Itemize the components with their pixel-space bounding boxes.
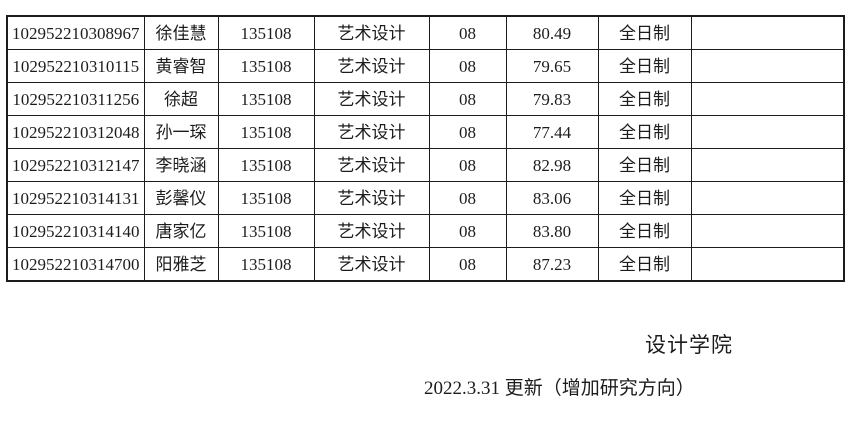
cell-candidate-id: 102952210312147 — [6, 148, 145, 182]
cell-study-type: 全日制 — [597, 247, 692, 282]
cell-study-type: 全日制 — [597, 181, 692, 215]
cell-candidate-id: 102952210314140 — [6, 214, 145, 248]
cell-major-name: 艺术设计 — [313, 115, 430, 149]
cell-candidate-id: 102952210312048 — [6, 115, 145, 149]
admission-results-table: 102952210308967 徐佳慧 135108 艺术设计 08 80.49 全日制 10… — [6, 15, 845, 282]
cell-score: 77.44 — [505, 115, 599, 149]
cell-remark — [690, 15, 845, 50]
cell-score: 83.06 — [505, 181, 599, 215]
table-row: 102952210310115 黄睿智 135108 艺术设计 08 79.65 全日制 — [6, 49, 845, 83]
cell-major-code: 135108 — [217, 82, 315, 116]
cell-direction: 08 — [428, 49, 507, 83]
cell-major-name: 艺术设计 — [313, 15, 430, 50]
cell-score: 82.98 — [505, 148, 599, 182]
cell-study-type: 全日制 — [597, 115, 692, 149]
cell-candidate-id: 102952210311256 — [6, 82, 145, 116]
cell-major-name: 艺术设计 — [313, 181, 430, 215]
cell-major-code: 135108 — [217, 15, 315, 50]
cell-study-type: 全日制 — [597, 82, 692, 116]
cell-major-name: 艺术设计 — [313, 82, 430, 116]
cell-study-type: 全日制 — [597, 49, 692, 83]
cell-candidate-id: 102952210314131 — [6, 181, 145, 215]
cell-direction: 08 — [428, 115, 507, 149]
cell-major-code: 135108 — [217, 49, 315, 83]
cell-remark — [690, 115, 845, 149]
cell-name: 徐佳慧 — [143, 15, 219, 50]
cell-study-type: 全日制 — [597, 148, 692, 182]
results-table-body: 102952210308967 徐佳慧 135108 艺术设计 08 80.49 全日制 10… — [6, 15, 845, 282]
cell-direction: 08 — [428, 247, 507, 282]
cell-major-name: 艺术设计 — [313, 148, 430, 182]
cell-candidate-id: 102952210310115 — [6, 49, 145, 83]
table-row: 102952210314700 阳雅芝 135108 艺术设计 08 87.23 全日制 — [6, 247, 845, 282]
cell-remark — [690, 148, 845, 182]
cell-major-name: 艺术设计 — [313, 247, 430, 282]
cell-direction: 08 — [428, 15, 507, 50]
cell-remark — [690, 214, 845, 248]
table-row: 102952210314131 彭馨仪 135108 艺术设计 08 83.06 全日制 — [6, 181, 845, 215]
cell-name: 孙一琛 — [143, 115, 219, 149]
cell-direction: 08 — [428, 148, 507, 182]
cell-name: 阳雅芝 — [143, 247, 219, 282]
cell-major-code: 135108 — [217, 148, 315, 182]
cell-major-name: 艺术设计 — [313, 49, 430, 83]
cell-major-code: 135108 — [217, 247, 315, 282]
cell-name: 唐家亿 — [143, 214, 219, 248]
cell-major-code: 135108 — [217, 181, 315, 215]
cell-remark — [690, 181, 845, 215]
cell-study-type: 全日制 — [597, 15, 692, 50]
cell-major-name: 艺术设计 — [313, 214, 430, 248]
cell-remark — [690, 247, 845, 282]
cell-major-code: 135108 — [217, 115, 315, 149]
cell-major-code: 135108 — [217, 214, 315, 248]
cell-candidate-id: 102952210308967 — [6, 15, 145, 50]
table-row: 102952210311256 徐超 135108 艺术设计 08 79.83 全日制 — [6, 82, 845, 116]
cell-name: 彭馨仪 — [143, 181, 219, 215]
cell-direction: 08 — [428, 82, 507, 116]
table-row: 102952210312048 孙一琛 135108 艺术设计 08 77.44 全日制 — [6, 115, 845, 149]
cell-score: 80.49 — [505, 15, 599, 50]
cell-direction: 08 — [428, 214, 507, 248]
cell-name: 李晓涵 — [143, 148, 219, 182]
cell-score: 79.83 — [505, 82, 599, 116]
table-row: 102952210312147 李晓涵 135108 艺术设计 08 82.98 全日制 — [6, 148, 845, 182]
cell-score: 83.80 — [505, 214, 599, 248]
cell-score: 87.23 — [505, 247, 599, 282]
cell-name: 徐超 — [143, 82, 219, 116]
signature-text: 设计学院 — [645, 333, 733, 357]
table-row: 102952210308967 徐佳慧 135108 艺术设计 08 80.49 全日制 — [6, 15, 845, 50]
update-note-text: 2022.3.31 更新（增加研究方向） — [424, 378, 695, 399]
cell-remark — [690, 82, 845, 116]
cell-name: 黄睿智 — [143, 49, 219, 83]
cell-score: 79.65 — [505, 49, 599, 83]
cell-direction: 08 — [428, 181, 507, 215]
cell-candidate-id: 102952210314700 — [6, 247, 145, 282]
cell-study-type: 全日制 — [597, 214, 692, 248]
table-row: 102952210314140 唐家亿 135108 艺术设计 08 83.80 全日制 — [6, 214, 845, 248]
cell-remark — [690, 49, 845, 83]
